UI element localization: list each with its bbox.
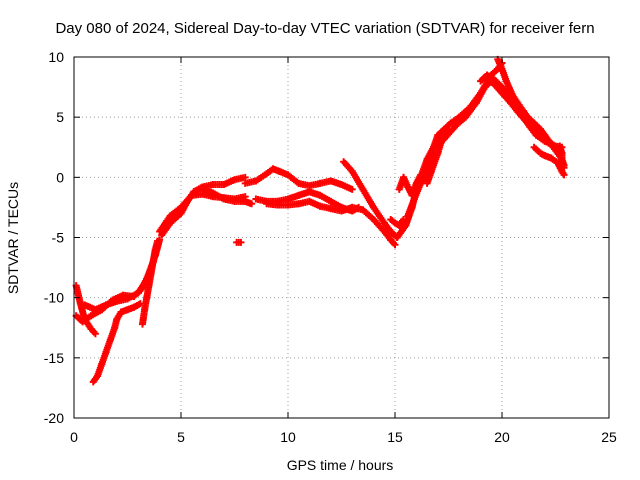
chart-title: Day 080 of 2024, Sidereal Day-to-day VTE…	[55, 20, 594, 37]
series-track-13	[340, 158, 410, 241]
x-tick-label: 20	[494, 429, 510, 445]
series-track-8	[198, 185, 256, 208]
data-point	[560, 171, 568, 179]
x-tick-label: 0	[70, 429, 78, 445]
data-point	[391, 241, 399, 249]
data-point	[348, 185, 356, 193]
data-point	[237, 238, 245, 246]
axis-ticks: 0 5 10 15 20 25 -20 -15 -10 -5 0 5 10	[44, 49, 617, 445]
series-track-14	[387, 215, 408, 229]
data-point	[417, 171, 425, 179]
series-track-22	[530, 143, 568, 179]
x-tick-label: 15	[387, 429, 403, 445]
data-point	[248, 200, 256, 208]
data-point	[153, 237, 161, 245]
data-point	[560, 161, 568, 169]
series-track-7	[156, 190, 249, 235]
y-tick-label: 10	[48, 49, 64, 65]
data-point	[91, 330, 99, 338]
data-point	[241, 173, 249, 181]
y-tick-label: -10	[44, 290, 64, 306]
series-track-12	[263, 197, 399, 249]
x-tick-label: 25	[601, 429, 617, 445]
y-axis-label: SDTVAR / TECUs	[5, 182, 21, 294]
y-tick-label: -5	[52, 230, 65, 246]
series-track-23	[556, 142, 568, 169]
series-track-5	[138, 237, 161, 328]
series-track-18	[423, 125, 452, 187]
y-tick-label: -20	[44, 410, 64, 426]
x-axis-label: GPS time / hours	[287, 457, 394, 473]
data-point	[445, 125, 452, 133]
x-tick-label: 5	[177, 429, 185, 445]
y-tick-label: -15	[44, 350, 64, 366]
y-tick-label: 5	[56, 109, 64, 125]
data-points	[72, 55, 568, 386]
series-track-9	[233, 238, 245, 246]
series-track-4	[89, 300, 144, 386]
series-track-10	[241, 165, 356, 193]
y-tick-label: 0	[56, 169, 64, 185]
x-tick-label: 10	[280, 429, 296, 445]
series-track-17	[395, 171, 425, 199]
